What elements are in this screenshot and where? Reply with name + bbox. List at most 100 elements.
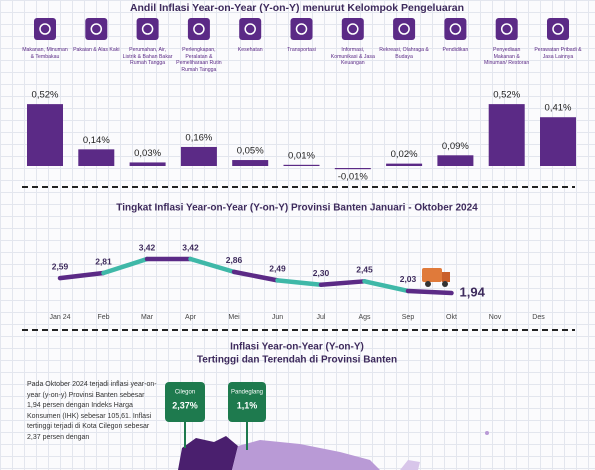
value-label: 3,42: [182, 242, 199, 252]
category-icon-glyph: [244, 23, 256, 35]
x-tick-label: Okt: [446, 314, 457, 321]
pin-value: 2,37%: [172, 400, 198, 410]
pin-name: Cilegon: [175, 390, 195, 396]
line-segment: [57, 270, 106, 281]
bar: [27, 104, 63, 166]
x-tick-label: Nov: [489, 314, 502, 321]
pin-value: 1,1%: [237, 400, 258, 410]
pin-cilegon: Cilegon 2,37%: [165, 382, 205, 448]
category-label: Kesehatan: [237, 47, 263, 53]
bar: [437, 155, 474, 166]
bar: [232, 160, 269, 166]
value-label: 2,30: [313, 268, 330, 278]
category-label: Perawatan Pribadi & Jasa Lainnya: [534, 47, 582, 60]
bar: [334, 168, 371, 170]
pin-name: Pandeglang: [231, 390, 263, 396]
category-label: Rekreasi, Olahraga & Budaya: [379, 47, 429, 60]
category-icon-glyph: [500, 23, 513, 35]
value-label: 2,03: [400, 274, 417, 284]
line-chart-title: Tingkat Inflasi Year-on-Year (Y-on-Y) Pr…: [116, 203, 478, 214]
category-label: Perumahan, Air, Listrik & Bahan Bakar Ru…: [122, 47, 173, 66]
category-icon: [290, 18, 313, 40]
bar: [78, 149, 115, 166]
value-label: 2,45: [356, 265, 373, 275]
x-tick-label: Mei: [228, 314, 240, 321]
value-label: 0,41%: [545, 103, 572, 114]
line-segment: [362, 279, 411, 294]
value-label: 0,01%: [288, 150, 315, 161]
pin-pandeglang: Pandeglang 1,1%: [228, 382, 266, 450]
category-label: Transportasi: [287, 47, 316, 53]
x-tick-label: Des: [532, 314, 545, 321]
category-icon-glyph: [398, 23, 410, 35]
category-label: Perlengkapan, Peralatan & Pemeliharaan R…: [176, 47, 222, 73]
line-segment: [188, 256, 237, 275]
x-tick-label: Jan 24: [49, 314, 70, 321]
category-icon-glyph: [90, 23, 103, 35]
category-icon: [187, 18, 210, 40]
map-title: Inflasi Year-on-Year (Y-on-Y): [230, 342, 364, 353]
bar: [540, 117, 576, 166]
bar: [488, 104, 525, 166]
value-label: 0,05%: [237, 146, 264, 157]
map: [178, 431, 489, 470]
x-tick-label: Sep: [402, 314, 415, 321]
line-segment: [101, 256, 150, 276]
value-label: 2,49: [269, 264, 286, 274]
value-label: 1,94: [460, 284, 486, 299]
category-icon: [444, 18, 467, 40]
category-icon: [239, 18, 262, 40]
bar-chart-title: Andil Inflasi Year-on-Year (Y-on-Y) menu…: [130, 2, 464, 14]
value-label: 0,09%: [442, 141, 469, 152]
category-icon: [341, 18, 364, 40]
x-tick-label: Apr: [185, 314, 197, 321]
map-subtitle: Tertinggi dan Terendah di Provinsi Bante…: [197, 355, 397, 366]
category-icon: [495, 18, 518, 40]
line-segment: [405, 288, 454, 296]
x-tick-label: Feb: [97, 314, 109, 321]
line-segment: [231, 269, 280, 283]
truck-icon: [422, 268, 450, 287]
category-label: Pendidikan: [442, 47, 469, 53]
bar: [386, 163, 423, 166]
line-segment: [275, 278, 324, 288]
value-label: 0,52%: [493, 90, 520, 101]
bar: [180, 146, 217, 166]
category-icon-glyph: [347, 23, 359, 35]
bar: [283, 164, 320, 166]
bar: [129, 162, 166, 166]
category-label: Penyediaan Makanan & Minuman/ Restoran: [484, 47, 530, 66]
category-icon-glyph: [449, 23, 462, 35]
category-icon: [393, 18, 416, 40]
value-label: -0,01%: [338, 172, 369, 183]
category-icon-glyph: [193, 23, 205, 35]
line-segment: [318, 279, 367, 288]
x-tick-label: Mar: [141, 314, 154, 321]
category-label: Pakaian & Alas Kaki: [73, 47, 120, 53]
paragraph: Pada Oktober 2024 terjadi inflasi year-o…: [27, 381, 157, 441]
x-tick-label: Jul: [317, 314, 326, 321]
category-icon-glyph: [39, 23, 51, 35]
value-label: 2,81: [95, 256, 112, 266]
value-label: 0,02%: [391, 149, 418, 160]
x-tick-label: Ags: [358, 314, 371, 321]
category-icon: [547, 18, 569, 40]
category-icon-glyph: [141, 23, 154, 35]
category-icon-glyph: [552, 23, 564, 35]
value-label: 0,03%: [134, 148, 161, 159]
value-label: 0,52%: [32, 90, 59, 101]
category-icon-glyph: [295, 23, 308, 35]
value-label: 3,42: [139, 242, 156, 252]
category-label: Makanan, Minuman & Tembakau: [22, 47, 68, 60]
category-label: Informasi, Komunikasi & Jasa Keuangan: [330, 47, 375, 66]
value-label: 0,16%: [185, 132, 212, 143]
value-label: 2,59: [52, 261, 69, 271]
value-label: 2,86: [226, 255, 243, 265]
value-label: 0,14%: [83, 135, 110, 146]
x-tick-label: Jun: [272, 314, 283, 321]
category-icon: [85, 18, 108, 40]
category-icon: [34, 18, 56, 40]
category-icon: [136, 18, 159, 40]
